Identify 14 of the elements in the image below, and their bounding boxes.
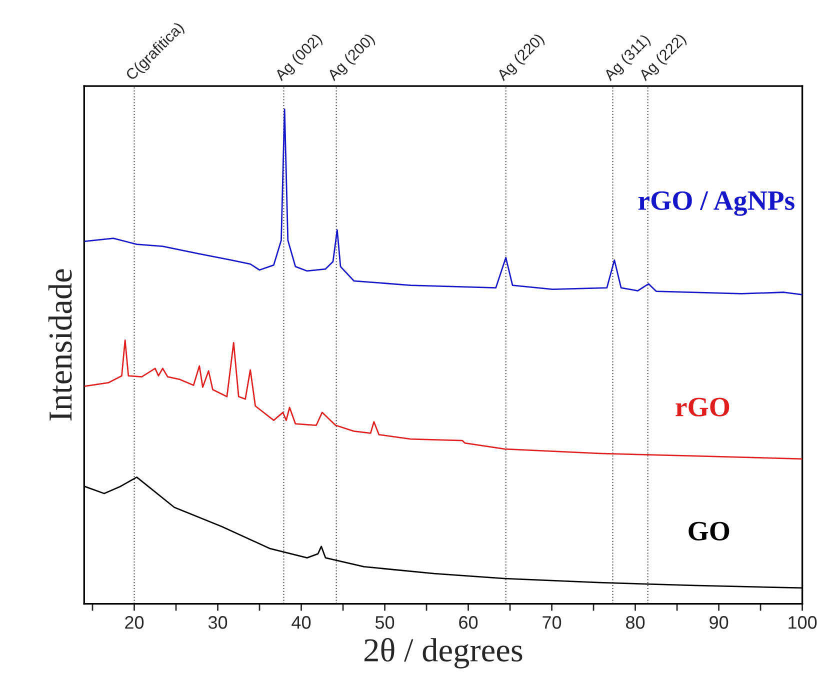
- x-tick-label: 40: [292, 616, 311, 629]
- x-axis-title: 2θ / degrees: [364, 638, 522, 668]
- y-axis-title: Intensidade: [48, 269, 72, 421]
- x-tick-label: 60: [459, 616, 478, 629]
- x-tick-label: 50: [375, 616, 394, 629]
- series-label: rGO / AgNPs: [638, 191, 794, 216]
- x-tick-label: 100: [788, 616, 817, 629]
- x-tick-label: 90: [710, 616, 728, 629]
- x-tick-label: 30: [208, 616, 228, 629]
- series-label: rGO: [676, 398, 730, 416]
- series-label: GO: [688, 522, 730, 541]
- x-tick-label: 80: [626, 616, 645, 629]
- x-tick-label: 70: [542, 616, 562, 629]
- x-tick-label: 20: [125, 616, 144, 629]
